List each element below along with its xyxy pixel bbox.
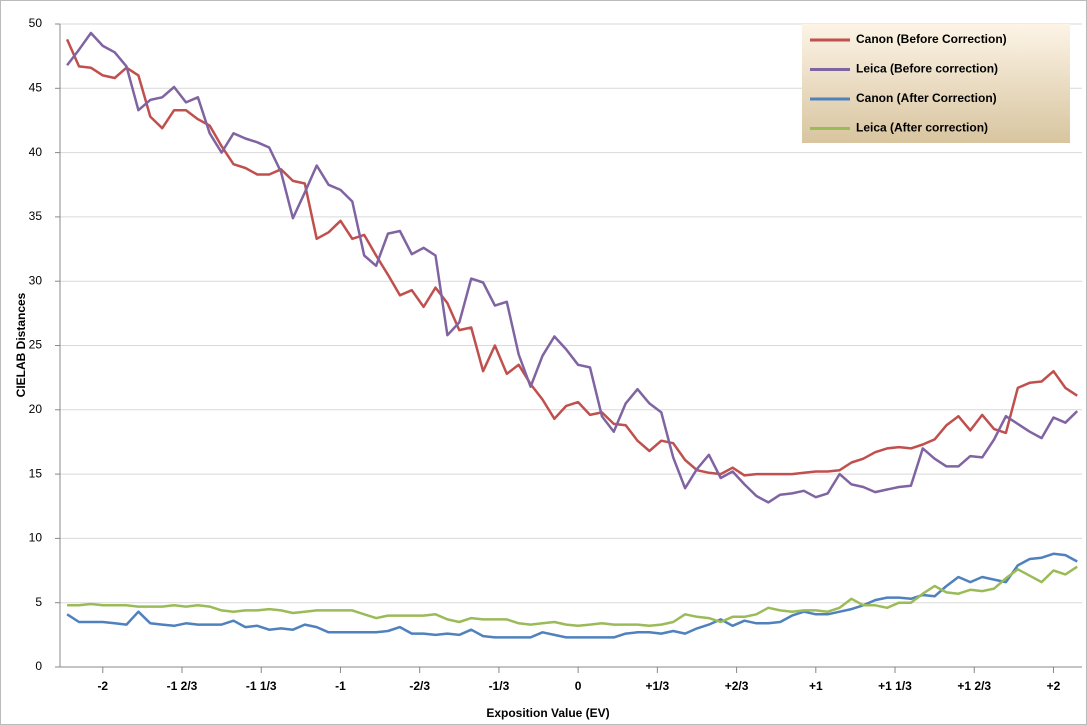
x-tick-label: +1/3 bbox=[645, 679, 669, 693]
x-tick-label: -2/3 bbox=[409, 679, 430, 693]
y-axis-label: CIELAB Distances bbox=[14, 292, 28, 397]
y-tick-label: 20 bbox=[29, 402, 43, 416]
plot-area: 0 5 10 15 20 25 30 35 40 45 50 -2 -1 2/3 -1 1/3 -1 -2/3… bbox=[29, 16, 1082, 693]
x-tick-label: -1/3 bbox=[489, 679, 510, 693]
series-line bbox=[66, 31, 1079, 504]
legend-label: Leica (Before correction) bbox=[856, 62, 998, 76]
x-tick-label: -1 1/3 bbox=[246, 679, 277, 693]
y-tick-label: 30 bbox=[29, 273, 43, 287]
y-tick-label: 15 bbox=[29, 466, 43, 480]
y-tick-label: 45 bbox=[29, 80, 43, 94]
y-tick-label: 35 bbox=[29, 209, 43, 223]
series-line bbox=[67, 565, 1078, 628]
y-tick-label: 0 bbox=[35, 659, 42, 673]
series-line bbox=[65, 38, 1078, 477]
x-tick-label: 0 bbox=[575, 679, 582, 693]
x-tick-label: +2 bbox=[1047, 679, 1061, 693]
legend-label: Canon (Before Correction) bbox=[856, 32, 1007, 46]
x-tick-label: -1 bbox=[335, 679, 346, 693]
x-tick-label: +1 bbox=[809, 679, 823, 693]
x-axis-label: Exposition Value (EV) bbox=[486, 706, 609, 720]
y-tick-label: 25 bbox=[29, 338, 43, 352]
legend-box bbox=[802, 24, 1070, 143]
y-tick-label: 40 bbox=[29, 145, 43, 159]
x-tick-label: +2/3 bbox=[725, 679, 749, 693]
y-tick-label: 5 bbox=[35, 595, 42, 609]
x-tick-label: +1 2/3 bbox=[957, 679, 991, 693]
legend-label: Canon (After Correction) bbox=[856, 91, 997, 105]
y-tick-label: 10 bbox=[29, 531, 43, 545]
legend-label: Leica (After correction) bbox=[856, 121, 988, 135]
series-line bbox=[66, 552, 1078, 639]
legend: Canon (Before Correction) Leica (Before c… bbox=[802, 24, 1070, 143]
y-tick-label: 50 bbox=[29, 16, 43, 30]
x-tick-label: -1 2/3 bbox=[167, 679, 198, 693]
x-tick-label: -2 bbox=[97, 679, 108, 693]
x-tick-label: +1 1/3 bbox=[878, 679, 912, 693]
